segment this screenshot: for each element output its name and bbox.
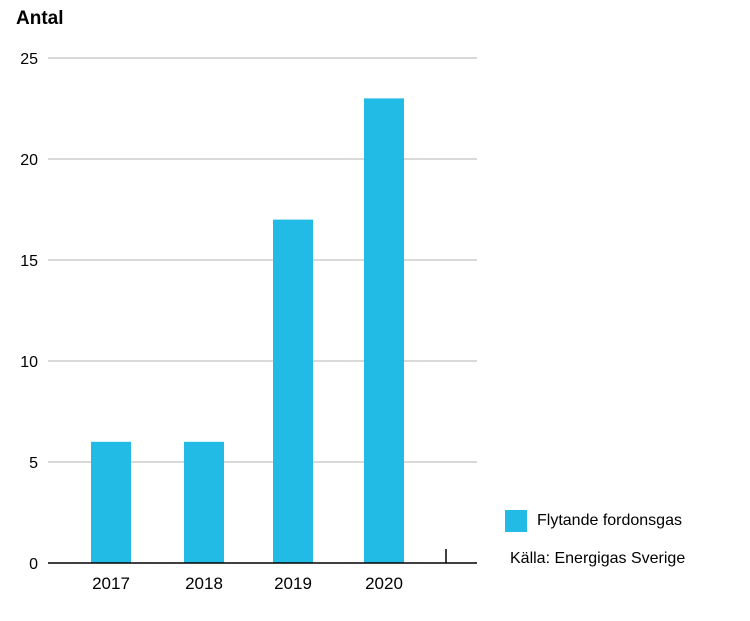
legend-swatch	[505, 510, 527, 532]
x-tick-label: 2018	[185, 574, 223, 593]
y-tick-label: 25	[20, 51, 38, 68]
y-tick-label: 5	[29, 455, 38, 472]
bar	[184, 441, 224, 563]
legend: Flytande fordonsgas	[505, 510, 682, 532]
legend-label: Flytande fordonsgas	[537, 512, 682, 529]
x-tick-label: 2020	[365, 574, 403, 593]
x-tick-label: 2019	[274, 574, 312, 593]
source-note: Källa: Energigas Sverige	[510, 550, 686, 567]
x-tick-label: 2017	[92, 574, 130, 593]
y-tick-label: 10	[20, 354, 38, 371]
bar	[91, 441, 131, 563]
y-tick-label: 15	[20, 253, 38, 270]
bar	[273, 219, 313, 563]
y-tick-label: 20	[20, 152, 38, 169]
bar	[364, 98, 404, 564]
y-tick-label: 0	[29, 556, 38, 573]
y-axis-title: Antal	[16, 8, 64, 29]
